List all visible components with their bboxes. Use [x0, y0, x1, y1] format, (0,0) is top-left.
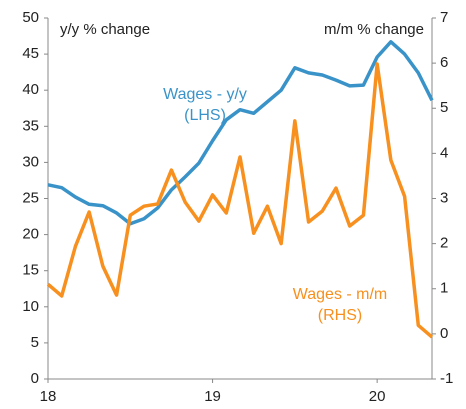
x-tick-label: 20: [369, 388, 386, 405]
y-tick-label: 5: [31, 334, 39, 351]
annotation: Wages - y/y: [163, 86, 247, 103]
y-tick-label: 45: [22, 45, 39, 62]
y2-axis-label: m/m % change: [324, 21, 424, 38]
x-tick-label: 19: [204, 388, 221, 405]
y2-tick-label: 6: [440, 54, 448, 71]
annotation: (RHS): [318, 307, 362, 324]
annotation: (LHS): [184, 107, 226, 124]
y-tick-label: 10: [22, 298, 39, 315]
y2-tick-label: -1: [440, 370, 453, 387]
series-line: [46, 62, 434, 339]
y-tick-label: 20: [22, 226, 39, 243]
y-tick-label: 40: [22, 81, 39, 98]
y2-tick-label: 5: [440, 99, 448, 116]
y-tick-label: 35: [22, 117, 39, 134]
y2-tick-label: 1: [440, 280, 448, 297]
y-tick-label: 30: [22, 153, 39, 170]
y2-tick-label: 3: [440, 189, 448, 206]
y-tick-label: 25: [22, 189, 39, 206]
y2-tick-label: 7: [440, 9, 448, 26]
y-axis-label: y/y % change: [60, 21, 150, 38]
y2-tick-label: 2: [440, 235, 448, 252]
y2-tick-label: 4: [440, 144, 448, 161]
y-tick-label: 0: [31, 370, 39, 387]
series-line: [47, 40, 434, 226]
annotation: Wages - m/m: [293, 286, 388, 303]
y-tick-label: 15: [22, 262, 39, 279]
y-tick-label: 50: [22, 9, 39, 26]
x-tick-label: 18: [40, 388, 57, 405]
y2-tick-label: 0: [440, 325, 448, 342]
